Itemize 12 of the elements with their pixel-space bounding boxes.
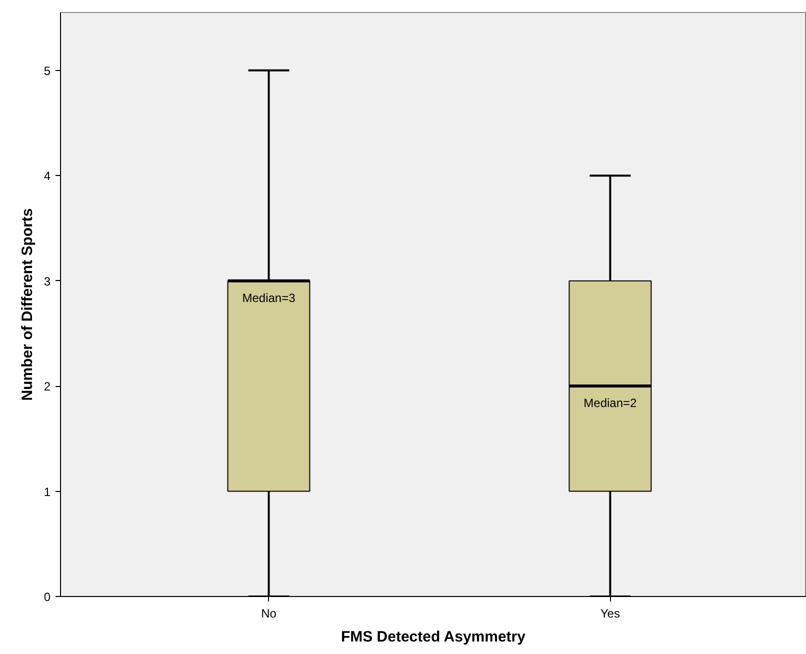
y-axis-title: Number of Different Sports (18, 208, 36, 401)
y-tick-label: 3 (44, 274, 51, 288)
y-tick-label: 2 (44, 380, 51, 394)
annotation: Median=2 (584, 396, 638, 410)
annotation: Median=3 (242, 290, 296, 305)
x-tick-label: No (261, 606, 277, 620)
y-tick-label: 0 (44, 590, 51, 604)
y-tick-label: 1 (44, 484, 51, 499)
x-tick-label: Yes (600, 606, 620, 620)
y-tick-label: 5 (44, 64, 51, 78)
y-tick-label: 4 (44, 169, 51, 184)
x-axis-title: FMS Detected Asymmetry (340, 628, 526, 646)
